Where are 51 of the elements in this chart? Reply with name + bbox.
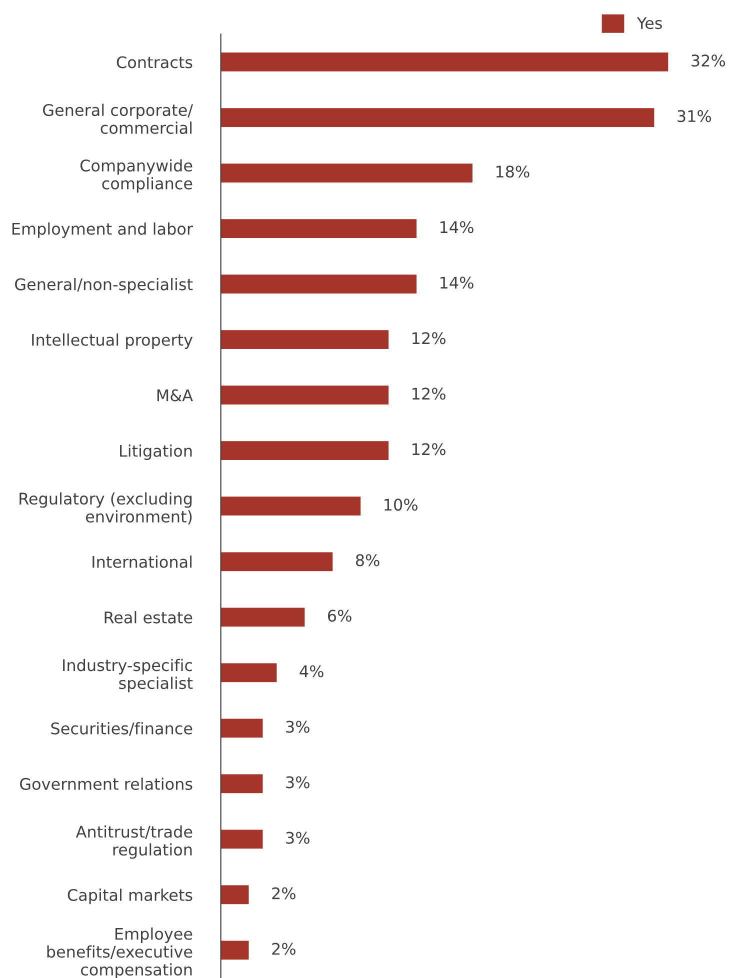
bar [220, 608, 305, 627]
bar [220, 274, 417, 294]
y-tick-label: General/non-specialist [15, 278, 193, 294]
y-tick-label: Employment and labor [12, 222, 194, 238]
data-label: 4% [300, 665, 324, 678]
bar [220, 552, 333, 572]
data-label: 12% [412, 332, 446, 344]
bar [220, 718, 263, 738]
y-tick-label: Real estate [104, 611, 192, 624]
bar [220, 164, 472, 182]
data-label: 31% [678, 110, 712, 122]
bar [220, 108, 654, 127]
data-label: 18% [496, 166, 530, 178]
y-tick-label: Capital markets [68, 888, 192, 904]
data-label: 14% [440, 221, 474, 234]
data-label: 3% [286, 776, 310, 788]
data-label: 12% [412, 388, 446, 400]
bar [220, 219, 417, 238]
bar [220, 774, 263, 794]
bar [220, 52, 668, 72]
data-label: 10% [384, 498, 418, 511]
y-tick-label: M&A [157, 389, 193, 402]
data-label: 12% [412, 443, 446, 456]
bar [220, 386, 389, 405]
bar [220, 885, 249, 904]
data-label: 3% [286, 832, 310, 844]
y-tick-label: Companywide compliance [80, 159, 192, 193]
y-tick-label: General corporate/ commercial [43, 104, 194, 134]
y-tick-label: Regulatory (excluding environment) [20, 492, 192, 524]
data-label: 6% [328, 610, 352, 622]
bar [220, 496, 361, 516]
y-tick-label: Antitrust/trade regulation [76, 825, 192, 859]
legend-label: Yes [636, 17, 662, 30]
bar [220, 830, 263, 849]
bar [220, 663, 277, 682]
data-label: 8% [356, 554, 380, 566]
y-tick-label: Industry-specific specialist [63, 658, 193, 692]
y-tick-label: International [92, 556, 192, 568]
bar [220, 940, 249, 960]
bar [220, 330, 389, 350]
y-tick-label: Litigation [120, 444, 192, 460]
bar [220, 441, 389, 460]
y-tick-label: Government relations [20, 778, 192, 790]
data-label: 14% [440, 276, 474, 289]
y-tick-label: Contracts [116, 56, 192, 68]
data-label: 2% [272, 887, 296, 900]
y-tick-label: Intellectual property [32, 334, 193, 349]
data-label: 3% [286, 720, 310, 733]
data-label: 2% [272, 942, 296, 955]
y-tick-label: Securities/finance [51, 722, 192, 736]
data-label: 32% [692, 54, 726, 67]
